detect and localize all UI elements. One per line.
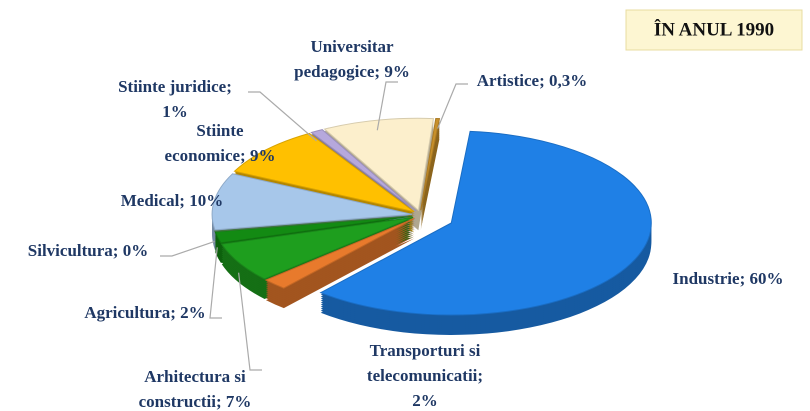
data-label: Artistice; 0,3%	[477, 71, 587, 90]
data-label: telecomunicatii;	[367, 366, 483, 385]
slice	[220, 216, 414, 280]
chart-title: ÎN ANUL 1990	[654, 18, 774, 40]
data-label: 1%	[162, 102, 188, 121]
data-label: Universitar	[310, 37, 394, 56]
data-label: Medical; 10%	[121, 191, 223, 210]
data-label: Industrie; 60%	[673, 269, 784, 288]
leader-line	[238, 272, 262, 371]
title-box	[625, 9, 803, 51]
slice-side	[420, 130, 440, 223]
data-label: Transporturi si	[370, 341, 481, 360]
slice-side	[420, 132, 440, 225]
slice-side	[420, 122, 440, 215]
data-label: Stiinte juridice;	[118, 77, 232, 96]
data-label: constructii; 7%	[139, 392, 252, 411]
data-label: Arhitectura si	[144, 367, 246, 386]
leader-line	[376, 81, 398, 131]
slice-side	[420, 124, 440, 217]
leader-line	[160, 240, 215, 257]
slice	[214, 215, 413, 232]
data-label: Silvicultura; 0%	[28, 241, 148, 260]
slice	[323, 117, 435, 212]
leader-line	[248, 91, 317, 142]
leader-line	[209, 247, 222, 319]
slice-side	[420, 134, 440, 227]
slice-side	[420, 128, 440, 221]
data-label: Agricultura; 2%	[84, 303, 205, 322]
data-label: Stiinte	[196, 121, 244, 140]
slice	[211, 173, 413, 231]
slice-side	[420, 126, 440, 219]
slice-side	[420, 136, 440, 229]
slice	[233, 132, 415, 213]
data-label: 2%	[412, 391, 438, 410]
leader-line	[437, 83, 468, 129]
slice	[319, 130, 652, 316]
data-label: economice; 9%	[165, 146, 276, 165]
slice	[310, 129, 417, 212]
data-label: pedagogice; 9%	[294, 62, 410, 81]
slice	[420, 117, 441, 211]
slice-side	[420, 138, 440, 231]
slice	[264, 217, 415, 289]
